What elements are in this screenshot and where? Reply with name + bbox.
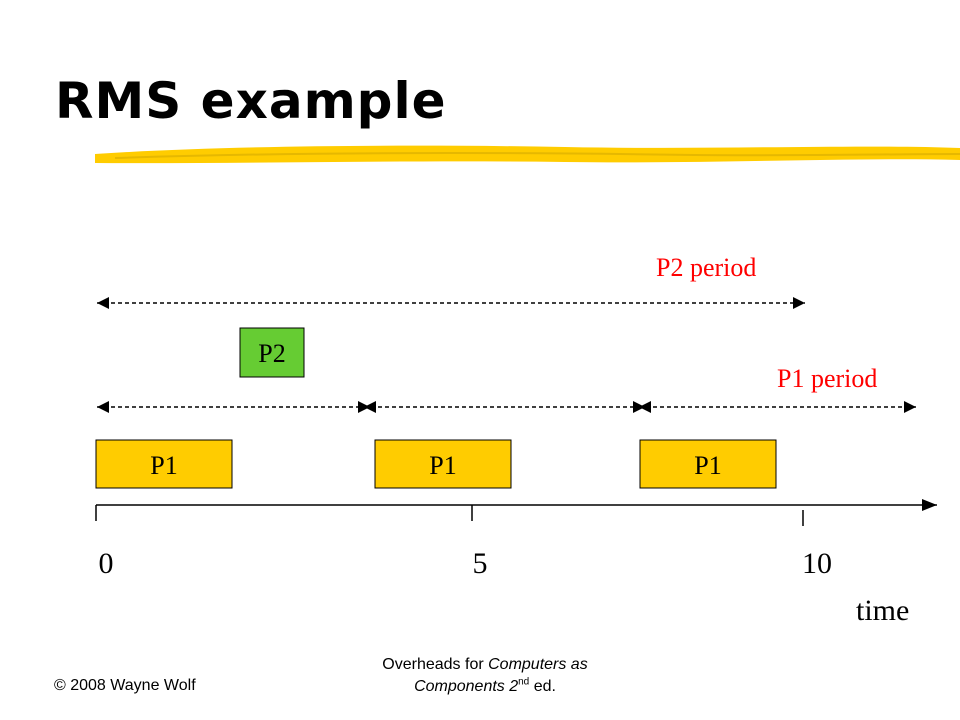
p2-task-label: P2: [258, 339, 285, 368]
tick-label-0: 0: [99, 547, 114, 580]
footer-edition-suffix: ed.: [529, 678, 556, 695]
time-axis-label: time: [856, 594, 909, 627]
p1-task-label-2: P1: [429, 451, 456, 480]
p1-period-label: P1 period: [777, 364, 877, 393]
p1-task-box-1: [95, 439, 233, 489]
p1-task-label-3: P1: [694, 451, 721, 480]
p1-task-label-1: P1: [150, 451, 177, 480]
footer-book-title-line2: Components 2: [414, 678, 519, 695]
footer-course-info: Overheads for Computers as Components 2n…: [330, 654, 640, 698]
footer-overheads-prefix: Overheads for: [382, 656, 489, 673]
footer-copyright: © 2008 Wayne Wolf: [54, 677, 196, 694]
footer-edition-superscript: nd: [518, 676, 530, 688]
p2-period-label: P2 period: [656, 253, 756, 282]
tick-label-10: 10: [802, 547, 832, 580]
p1-task-box-2: [374, 439, 512, 489]
footer-book-title-line1: Computers as: [488, 656, 588, 673]
slide-title: RMS example: [55, 72, 447, 130]
p1-task-box-3: [639, 439, 777, 489]
title-underline-brushstroke: [95, 145, 960, 164]
p2-task-box: [239, 327, 305, 378]
tick-label-5: 5: [473, 547, 488, 580]
